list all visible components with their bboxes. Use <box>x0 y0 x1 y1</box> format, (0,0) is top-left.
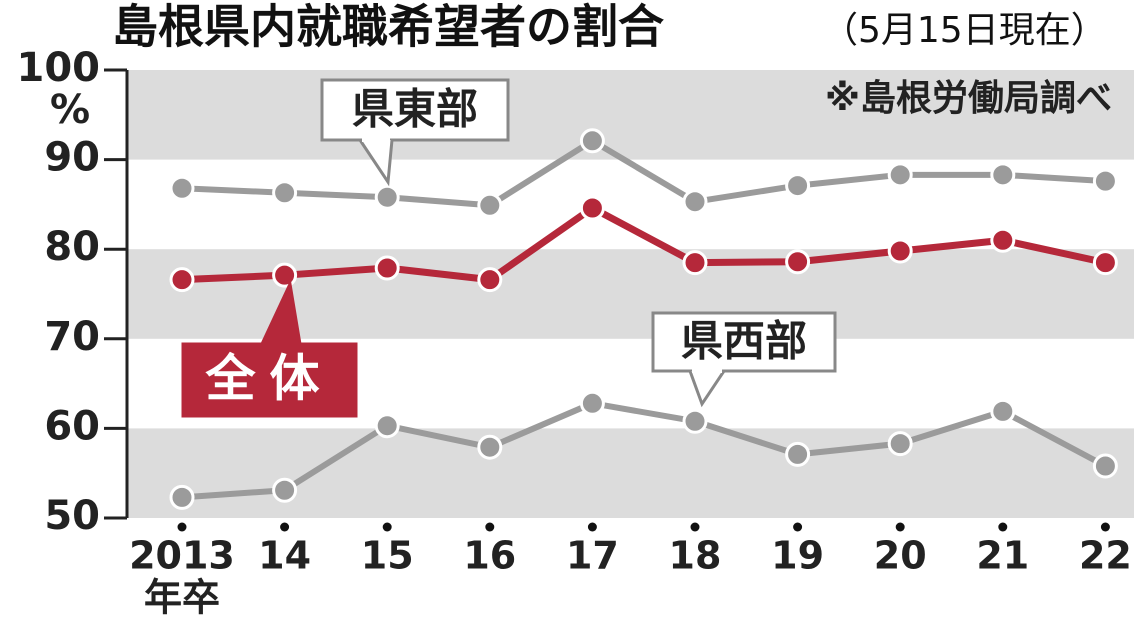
plot-area <box>127 70 1134 518</box>
series-line <box>181 204 1107 284</box>
point <box>682 408 708 434</box>
y-tick-label: 80 <box>44 224 100 270</box>
point <box>579 195 605 221</box>
x-tick-label: 16 <box>463 534 516 578</box>
legend-box <box>181 342 358 418</box>
y-tick-label: 70 <box>44 314 100 360</box>
point <box>887 238 913 264</box>
point <box>579 390 605 416</box>
grid-band <box>127 428 1134 518</box>
x-tick-label: 18 <box>669 534 722 578</box>
x-tick-dot <box>587 522 597 532</box>
x-tick-label: 22 <box>1079 534 1132 578</box>
point <box>785 441 811 467</box>
x-tick-label: 21 <box>976 534 1029 578</box>
chart-subtitle: （5月15日現在） <box>822 10 1107 51</box>
point <box>990 398 1016 424</box>
point <box>374 413 400 439</box>
x-tick-label: 15 <box>361 534 414 578</box>
x-tick-dot <box>793 522 803 532</box>
legend-label: 県西部 <box>681 317 807 366</box>
legend-label: 県東部 <box>352 85 478 134</box>
x-tick-label: 19 <box>771 534 824 578</box>
series-line <box>181 400 1107 501</box>
point <box>990 227 1016 253</box>
x-tick-dot <box>690 522 700 532</box>
point <box>1092 168 1118 194</box>
grid-band <box>127 70 1134 160</box>
point <box>1092 250 1118 276</box>
point <box>785 249 811 275</box>
point <box>887 162 913 188</box>
y-tick-label: 50 <box>44 493 100 539</box>
point <box>682 189 708 215</box>
x-tick-label: 17 <box>566 534 619 578</box>
x-tick-label: 14 <box>258 534 311 578</box>
point <box>477 434 503 460</box>
legend-pointer <box>358 139 394 187</box>
y-tick-label: 90 <box>44 135 100 181</box>
point <box>887 431 913 457</box>
y-tick-label: 100 <box>17 45 101 91</box>
point <box>374 255 400 281</box>
x-tick-label: 2013 <box>129 534 235 578</box>
series-line <box>181 137 1106 209</box>
point <box>169 484 195 510</box>
point <box>1092 453 1118 479</box>
x-tick-dot <box>485 522 495 532</box>
point <box>169 175 195 201</box>
legend-box <box>651 311 837 373</box>
legend-label: 全体 <box>205 350 334 408</box>
legend-box <box>320 78 510 142</box>
y-tick-label: 60 <box>44 403 100 449</box>
x-tick-dot <box>280 522 290 532</box>
point <box>374 184 400 210</box>
point <box>990 162 1016 188</box>
point <box>579 128 605 154</box>
point <box>477 192 503 218</box>
point <box>272 262 298 288</box>
x-tick-dot <box>998 522 1008 532</box>
x-tick-dot <box>177 522 187 532</box>
point <box>682 250 708 276</box>
chart-title: 島根県内就職希望者の割合 <box>112 0 664 54</box>
x-tick-dot <box>382 522 392 532</box>
point <box>272 180 298 206</box>
point <box>272 477 298 503</box>
point <box>169 267 195 293</box>
point <box>477 267 503 293</box>
source-note: ※島根労働局調べ <box>825 78 1112 119</box>
x-tick-dot <box>895 522 905 532</box>
x-tick-label: 20 <box>874 534 927 578</box>
x-unit: 年卒 <box>144 576 220 620</box>
y-unit: % <box>50 87 90 133</box>
x-tick-dot <box>1100 522 1110 532</box>
legend-pointer <box>688 370 726 408</box>
point <box>785 173 811 199</box>
legend-pointer <box>260 278 302 345</box>
